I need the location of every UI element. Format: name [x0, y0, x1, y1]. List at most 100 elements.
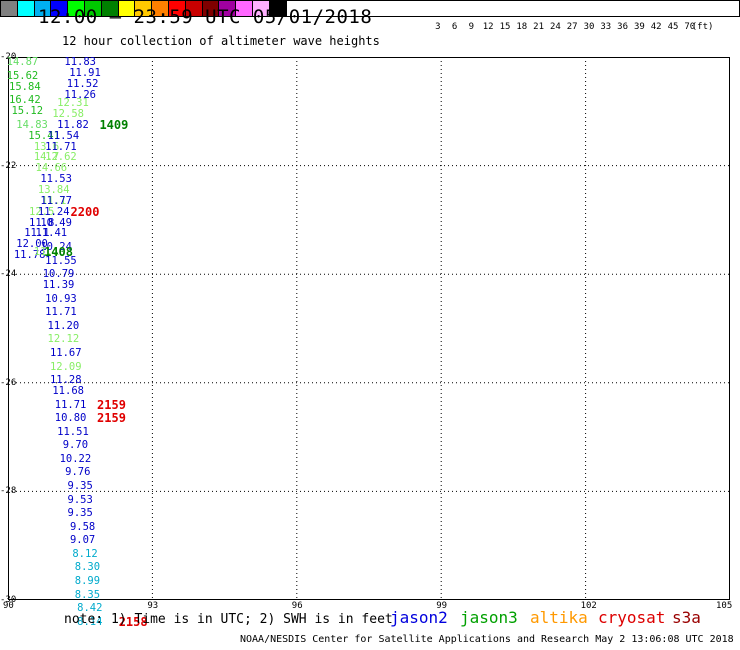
lon-tick-label: 90	[3, 601, 14, 611]
legend-swatch	[202, 1, 220, 16]
wave-height-label: 12.09	[49, 360, 82, 373]
lat-tick-label: -20	[0, 52, 17, 62]
map-plot-area	[8, 57, 730, 600]
wave-height-label: 11.8	[29, 216, 55, 229]
wave-height-label: 11.39	[42, 279, 75, 292]
wave-height-label: 11.54	[47, 129, 80, 142]
legend-swatch	[68, 1, 85, 16]
wave-height-label: 8.35	[74, 588, 101, 601]
wave-height-label: 13.6	[33, 140, 60, 153]
wave-height-label: 12.00	[16, 238, 48, 251]
wave-height-label: 16.42	[9, 94, 41, 107]
wave-height-label: 9.35	[67, 507, 93, 520]
wave-height-label: 11.51	[57, 425, 89, 438]
legend-tick-label: 15	[499, 22, 511, 32]
map-title: 12:00 – 23:59 UTC 05/01/2018	[38, 6, 373, 28]
wave-height-label: 11.71	[54, 398, 87, 411]
lat-tick-label: -28	[0, 486, 17, 497]
legend-swatch	[168, 1, 186, 16]
wave-height-label: 10.79	[42, 268, 75, 281]
wave-height-label: 12.5	[29, 205, 55, 218]
wave-height-label: 11.71	[45, 140, 77, 153]
legend-tick-label: (ft)	[691, 22, 714, 32]
wave-height-label: 11.82	[57, 118, 89, 131]
legend-tick-label: 42	[650, 22, 662, 32]
lon-tick-label: 105	[716, 601, 733, 611]
lon-tick-label: 99	[436, 601, 448, 611]
legend-swatch	[185, 1, 203, 16]
wave-height-label: 11.26	[64, 89, 96, 101]
pass-time-label: 2200	[70, 204, 100, 219]
wave-height-label: 9.70	[62, 439, 89, 452]
wave-height-label: 10.93	[45, 292, 77, 305]
wave-height-label: 11.41	[35, 227, 68, 240]
legend-tick-label: 3	[435, 22, 441, 32]
wave-height-label: 8.12	[72, 547, 98, 560]
legend-tick-label: 45	[667, 22, 679, 32]
map-subtitle: 12 hour collection of altimeter wave hei…	[62, 34, 380, 48]
legend-tick-label: 24	[549, 22, 561, 32]
wave-height-label: 15.12	[11, 105, 44, 118]
wave-height-label: 14.66	[35, 162, 68, 175]
wave-height-label: 12.58	[52, 108, 84, 120]
pass-time-label: 1409	[99, 117, 129, 132]
legend-tick-label: 21	[533, 22, 545, 32]
legend-tick-label: 18	[516, 22, 528, 32]
lat-tick-label: -26	[0, 377, 17, 388]
satellite-name-altika: altika	[530, 608, 588, 627]
legend-swatch	[219, 1, 237, 16]
wave-height-label: 8.42	[77, 602, 103, 615]
color-legend	[0, 0, 740, 17]
wave-height-label: 11.55	[45, 254, 77, 267]
legend-swatch	[135, 1, 153, 16]
wave-height-label: 11.53	[40, 173, 72, 186]
wave-height-label: 15.62	[6, 70, 39, 82]
legend-swatch	[1, 1, 18, 16]
legend-swatch	[236, 1, 253, 16]
wave-height-label: 14.83	[16, 118, 48, 131]
legend-tick-label: 12	[482, 22, 494, 32]
legend-swatch	[17, 1, 35, 16]
wave-height-label: 11.1	[24, 227, 50, 240]
legend-swatch	[252, 1, 270, 16]
legend-swatch	[84, 1, 102, 16]
wave-height-label: 12.12	[47, 333, 80, 346]
wave-height-label: 15.41	[28, 129, 60, 142]
wave-height-label: 11.20	[47, 319, 80, 332]
credit-text: NOAA/NESDIS Center for Satellite Applica…	[240, 634, 734, 645]
wave-height-label: 10.49	[40, 216, 72, 229]
wave-height-label: 11.78	[13, 249, 46, 262]
wave-height-label: 11.91	[69, 67, 101, 80]
wave-height-label: 11.71	[45, 306, 77, 319]
wave-height-label: 14.87	[6, 56, 39, 69]
lat-tick-label: -30	[0, 595, 17, 605]
legend-tick-label: 36	[617, 22, 629, 32]
wave-height-label: 9.58	[69, 520, 96, 533]
satellite-name-s3a: s3a	[672, 608, 701, 627]
wave-height-label: 11.68	[52, 384, 84, 397]
wave-height-label: 11.83	[64, 56, 96, 69]
wave-height-label: 11.67	[49, 346, 82, 359]
legend-swatch	[269, 1, 287, 16]
pass-time-label: 2158	[118, 614, 148, 629]
pass-time-label: 1408	[44, 245, 73, 260]
legend-tick-label: 33	[600, 22, 612, 32]
wave-height-label: 12.62	[45, 151, 77, 164]
pass-time-label: 2159	[97, 411, 126, 426]
legend-tick-label: 70	[684, 22, 696, 32]
lon-tick-label: 93	[147, 601, 159, 611]
wave-height-label: 11.1	[33, 246, 60, 259]
wave-height-label: 10.24	[40, 241, 72, 254]
wave-height-label: 14.7	[33, 151, 60, 164]
wave-height-label: 8.30	[74, 561, 101, 574]
wave-height-label: 10.80	[54, 412, 87, 425]
satellite-name-jason3: jason3	[460, 608, 518, 627]
lon-tick-label: 96	[291, 601, 303, 611]
legend-swatch	[34, 1, 52, 16]
legend-swatch	[51, 1, 69, 16]
legend-tick-label: 6	[451, 22, 458, 32]
wave-height-label: 15.84	[9, 80, 41, 93]
legend-tick-label: 39	[633, 22, 645, 32]
lat-tick-label: -22	[0, 160, 17, 171]
wave-height-label: 11.77	[40, 194, 72, 207]
